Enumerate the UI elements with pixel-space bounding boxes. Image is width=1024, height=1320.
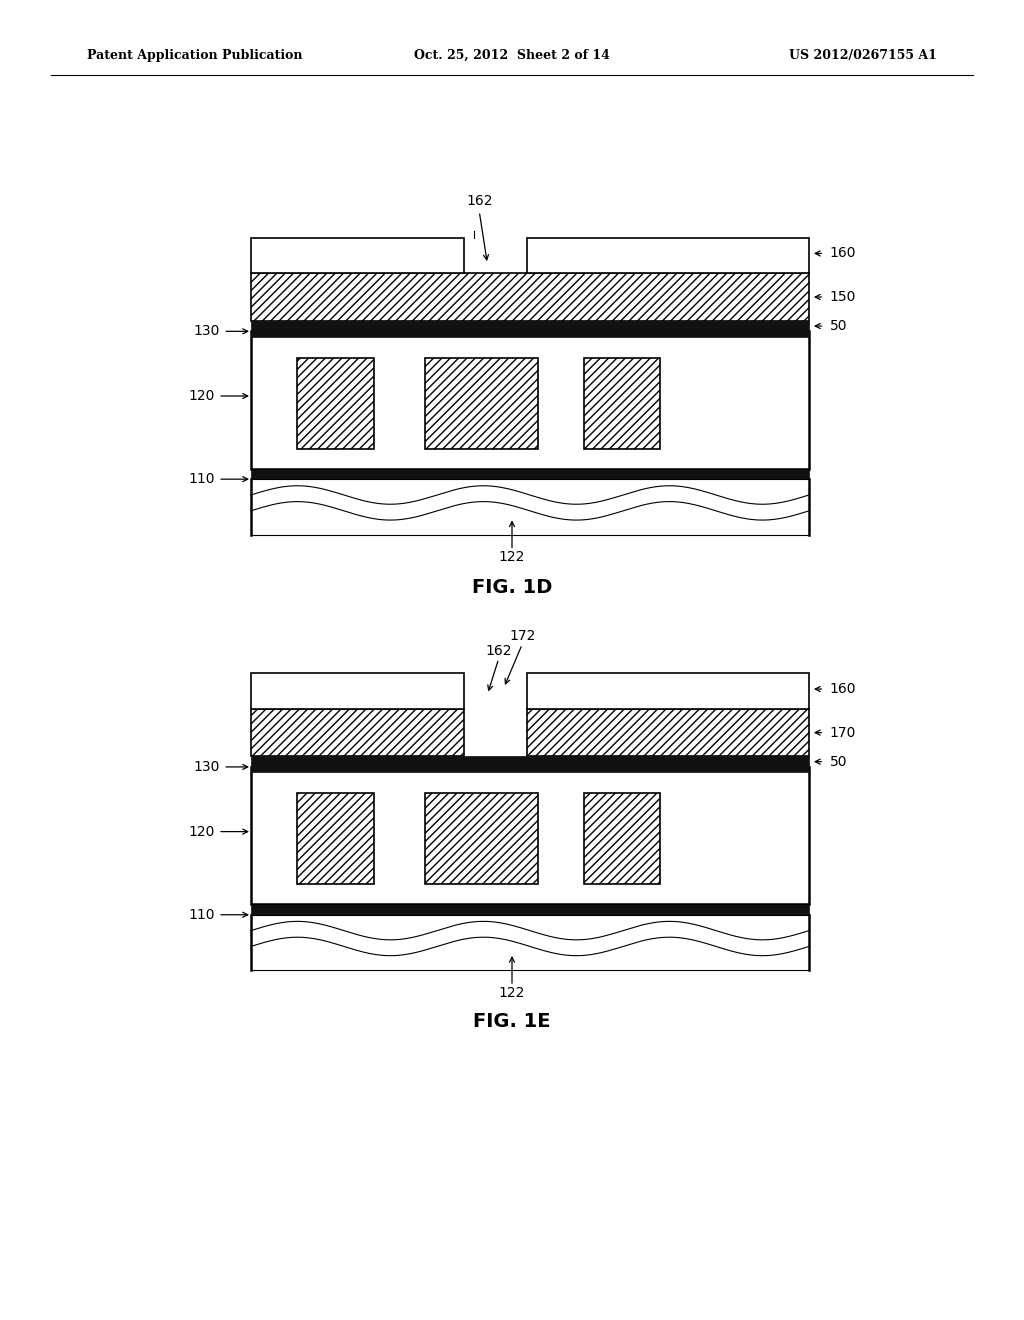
Text: FIG. 1D: FIG. 1D — [472, 578, 552, 597]
Text: Patent Application Publication: Patent Application Publication — [87, 49, 302, 62]
Text: 162: 162 — [485, 644, 512, 657]
Bar — [297, 793, 374, 884]
Text: 120: 120 — [188, 389, 215, 403]
Text: 110: 110 — [188, 473, 215, 486]
Bar — [251, 709, 464, 756]
Bar — [297, 358, 374, 449]
Bar — [425, 358, 538, 449]
Bar — [527, 673, 809, 709]
Text: 122: 122 — [499, 550, 525, 564]
Bar — [584, 793, 660, 884]
Text: 130: 130 — [194, 760, 220, 774]
Text: 150: 150 — [829, 290, 856, 304]
Text: US 2012/0267155 A1: US 2012/0267155 A1 — [790, 49, 937, 62]
Bar — [527, 238, 809, 273]
Bar — [425, 793, 538, 884]
Text: 50: 50 — [829, 755, 847, 768]
Text: 170: 170 — [829, 726, 856, 739]
Text: 50: 50 — [829, 319, 847, 333]
Text: 172: 172 — [509, 630, 536, 643]
Bar — [251, 673, 464, 709]
Bar — [251, 273, 809, 321]
Text: FIG. 1E: FIG. 1E — [473, 1012, 551, 1031]
Text: 120: 120 — [188, 825, 215, 838]
Bar — [251, 767, 809, 904]
Bar — [251, 904, 809, 915]
Bar — [251, 766, 809, 772]
Bar — [251, 331, 809, 469]
Text: 110: 110 — [188, 908, 215, 921]
Text: Oct. 25, 2012  Sheet 2 of 14: Oct. 25, 2012 Sheet 2 of 14 — [414, 49, 610, 62]
Text: 162: 162 — [466, 194, 493, 207]
Bar — [251, 330, 809, 337]
Bar — [527, 709, 809, 756]
Bar — [584, 358, 660, 449]
Bar — [251, 756, 809, 767]
Bar — [251, 321, 809, 331]
Text: 160: 160 — [829, 682, 856, 696]
Bar — [251, 469, 809, 479]
Text: 130: 130 — [194, 325, 220, 338]
Bar — [251, 238, 464, 273]
Text: 160: 160 — [829, 247, 856, 260]
Text: 122: 122 — [499, 986, 525, 999]
